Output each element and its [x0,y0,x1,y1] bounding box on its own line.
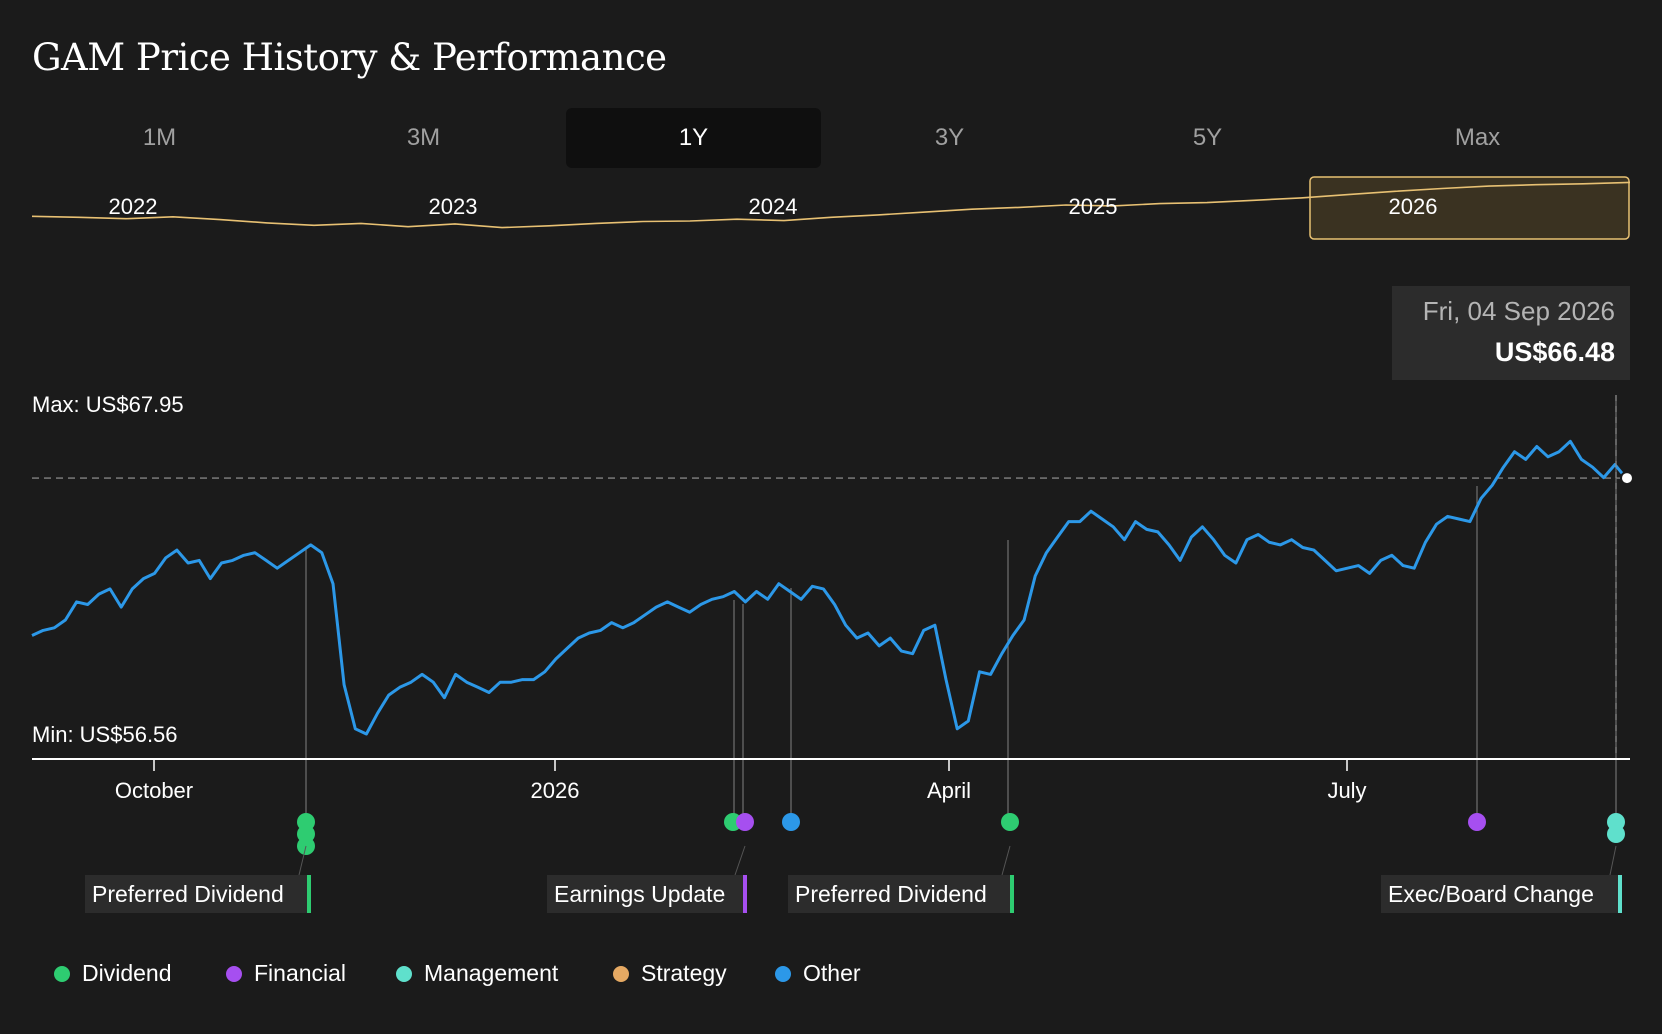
tooltip-date: Fri, 04 Sep 2026 [1422,296,1615,326]
legend-item-other[interactable]: Other [775,960,861,987]
event-label-connector [734,845,746,876]
range-tabs: 1M 3M 1Y 3Y 5Y Max [32,108,1630,168]
event-label-connector [298,845,307,876]
event-label-text: Earnings Update [554,881,725,907]
overview-selection-window[interactable] [1309,176,1630,240]
legend-dot-other [775,966,791,982]
overview-year-label: 2026 [1389,194,1438,219]
event-label-text: Exec/Board Change [1388,881,1594,907]
legend-dot-financial [226,966,242,982]
tab-3m[interactable]: 3M [406,124,441,151]
x-axis-ticks: October 2026 April July [115,759,1367,803]
event-labels: Preferred Dividend Earnings Update Preferr… [85,845,1622,913]
tab-3y[interactable]: 3Y [934,124,965,151]
event-marker-dividend[interactable] [1001,813,1019,831]
event-label-color-bar [307,875,311,913]
price-tooltip: Fri, 04 Sep 2026 US$66.48 [1392,286,1630,380]
event-label-color-bar [1618,875,1622,913]
event-label-text: Preferred Dividend [795,881,987,907]
event-marker-financial[interactable] [1468,813,1486,831]
event-label-color-bar [1010,875,1014,913]
legend-dot-dividend [54,966,70,982]
tab-1y[interactable]: 1Y [566,108,821,168]
x-tick-label: July [1327,778,1366,803]
legend-label: Strategy [641,960,727,986]
legend-label: Dividend [82,960,172,986]
legend-label: Financial [254,960,347,986]
event-label-box [788,875,1014,913]
min-price-label: Min: US$56.56 [32,722,178,747]
legend-dot-strategy [613,966,629,982]
overview-year-label: 2025 [1069,194,1118,219]
legend-item-management[interactable]: Management [396,960,558,987]
x-tick-label: October [115,778,193,803]
hover-point [1620,471,1634,486]
x-tick-label: April [927,778,971,803]
max-price-label: Max: US$67.95 [32,392,184,417]
legend-label: Other [803,960,861,986]
event-label-box [85,875,311,913]
page-title: GAM Price History & Performance [32,36,667,79]
overview-year-label: 2024 [749,194,798,219]
event-marker-financial[interactable] [736,813,754,831]
event-label-box [547,875,747,913]
legend-label: Management [424,960,559,986]
overview-year-label: 2023 [429,194,478,219]
price-series-line [31,439,1628,736]
event-label-color-bar [743,875,747,913]
overview-chart[interactable]: 2022 2023 2024 2025 2026 [0,170,1662,242]
tab-5y[interactable]: 5Y [1192,124,1223,151]
event-label-connector [1609,845,1617,876]
event-stems [305,395,1617,815]
event-label-connector [1001,845,1011,876]
tooltip-price: US$66.48 [1494,337,1615,367]
overview-year-labels: 2022 2023 2024 2025 2026 [109,194,1438,219]
tab-max[interactable]: Max [1454,124,1501,151]
legend-item-financial[interactable]: Financial [226,960,346,987]
overview-year-label: 2022 [109,194,158,219]
overview-series-line [31,181,1631,229]
event-label-text: Preferred Dividend [92,881,284,907]
event-marker-other[interactable] [782,813,800,831]
x-tick-label: 2026 [531,778,580,803]
tab-1m[interactable]: 1M [142,124,177,151]
legend-item-dividend[interactable]: Dividend [54,960,172,987]
event-label-box [1381,875,1622,913]
legend-item-strategy[interactable]: Strategy [613,960,727,987]
event-marker-management[interactable] [1607,825,1625,843]
legend-dot-management [396,966,412,982]
event-markers[interactable] [297,813,1625,855]
